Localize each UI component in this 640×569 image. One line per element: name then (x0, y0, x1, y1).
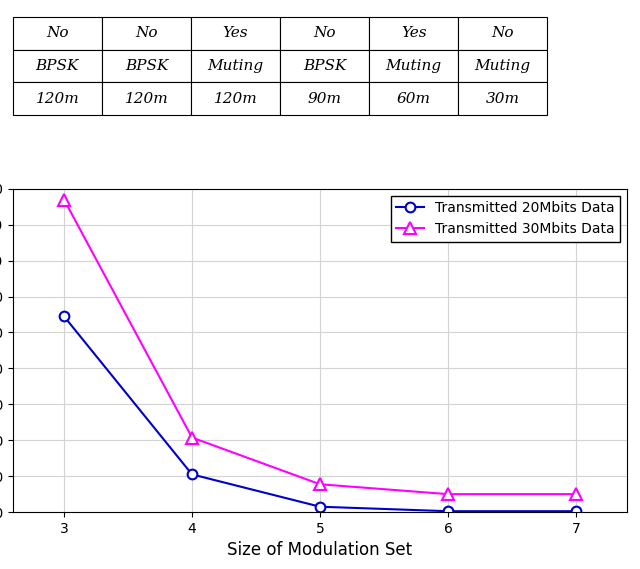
Legend: Transmitted 20Mbits Data, Transmitted 30Mbits Data: Transmitted 20Mbits Data, Transmitted 30… (390, 196, 620, 242)
X-axis label: Size of Modulation Set: Size of Modulation Set (227, 541, 413, 559)
Line: Transmitted 20Mbits Data: Transmitted 20Mbits Data (59, 311, 581, 516)
Transmitted 30Mbits Data (60, 196, 68, 203)
Transmitted 30Mbits Data (316, 481, 324, 488)
Transmitted 30Mbits Data (572, 490, 580, 497)
Transmitted 30Mbits Data (188, 434, 196, 441)
Transmitted 20Mbits Data (188, 471, 196, 478)
Line: Transmitted 30Mbits Data: Transmitted 30Mbits Data (58, 194, 582, 500)
Transmitted 20Mbits Data (60, 313, 68, 320)
Transmitted 20Mbits Data (572, 508, 580, 514)
Transmitted 20Mbits Data (316, 504, 324, 510)
Transmitted 20Mbits Data (444, 508, 452, 514)
Transmitted 30Mbits Data (444, 490, 452, 497)
